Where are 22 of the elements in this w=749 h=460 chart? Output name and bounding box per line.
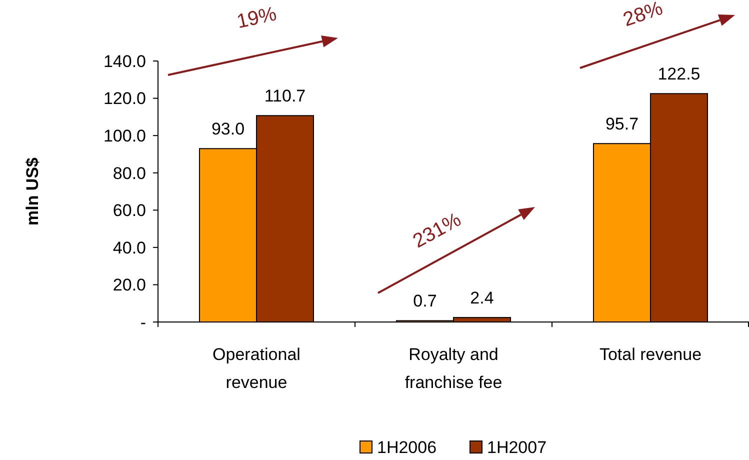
y-tick-label: 60.0	[112, 201, 146, 220]
data-label: 110.7	[264, 86, 306, 106]
x-tick-label: Operational revenue	[212, 345, 300, 392]
text: 28%	[620, 0, 666, 32]
y-tick-label: 20.0	[112, 276, 146, 295]
data-label: 0.7	[413, 292, 437, 311]
y-tick-label: -	[140, 312, 146, 332]
text: 19%	[234, 3, 279, 34]
y-tick-label: 80.0	[112, 164, 146, 183]
legend-label: 1H2006	[377, 438, 437, 457]
x-tick-label: Royalty and franchise fee	[404, 345, 502, 392]
y-tick-label: 140.0	[103, 52, 146, 71]
y-tick-label: 120.0	[103, 89, 146, 108]
data-label: 93.0	[211, 120, 245, 139]
y-axis-title: mln US$	[23, 156, 42, 226]
legend-label: 1H2007	[487, 438, 547, 457]
data-label: 95.7	[605, 114, 639, 134]
y-tick-label: 100.0	[103, 126, 146, 146]
x-tick-label: Total revenue	[599, 345, 702, 364]
data-label: 2.4	[470, 288, 494, 308]
data-label: 122.5	[658, 64, 700, 84]
y-tick-label: 40.0	[112, 238, 146, 258]
